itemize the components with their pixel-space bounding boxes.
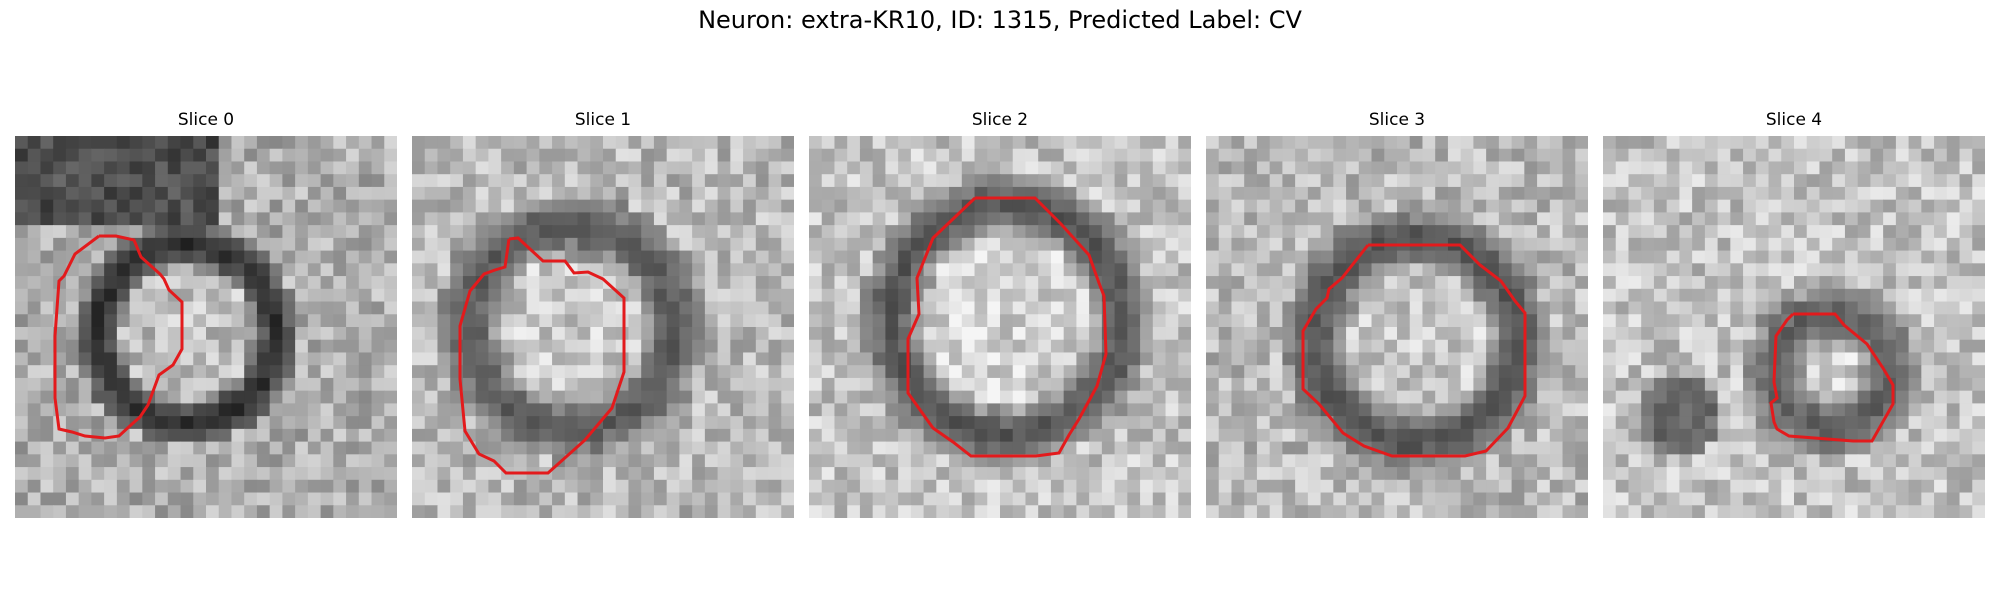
segmentation-contour [458, 236, 626, 475]
segmentation-contour [1301, 243, 1527, 458]
segmentation-contour [53, 234, 184, 440]
slice-title: Slice 4 [1765, 110, 1823, 130]
panel-slice-2: Slice 2 [809, 108, 1191, 518]
segmentation-contour [906, 196, 1108, 458]
slice-title: Slice 2 [971, 110, 1029, 130]
slice-image [1603, 136, 1985, 518]
slice-title: Slice 3 [1368, 110, 1426, 130]
panel-slice-4: Slice 4 [1603, 108, 1985, 518]
slice-image [412, 136, 794, 518]
slice-image [809, 136, 1191, 518]
slice-image [1206, 136, 1588, 518]
segmentation-contour [1769, 312, 1895, 443]
panel-slice-0: Slice 0 [15, 108, 397, 518]
slice-title: Slice 0 [177, 110, 235, 130]
panel-slice-1: Slice 1 [412, 108, 794, 518]
slice-image [15, 136, 397, 518]
slice-title: Slice 1 [574, 110, 632, 130]
panel-slice-3: Slice 3 [1206, 108, 1588, 518]
figure-title: Neuron: extra-KR10, ID: 1315, Predicted … [698, 6, 1302, 34]
